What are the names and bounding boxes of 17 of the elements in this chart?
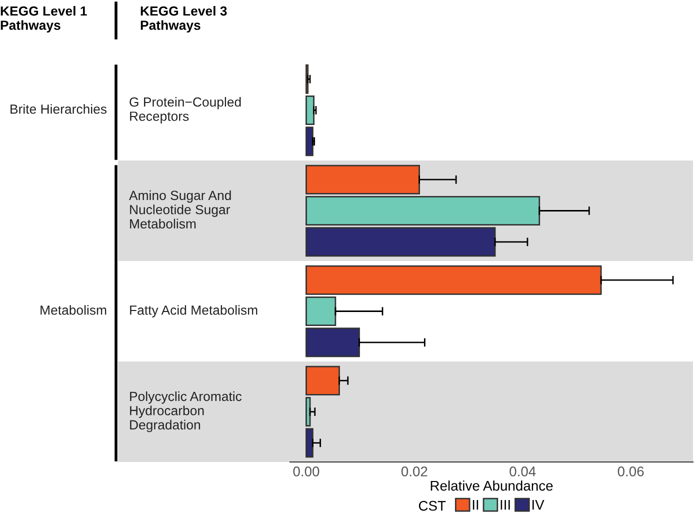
y-tick-label: G Protein−Coupled Receptors [130,96,241,124]
y-tick-label: Fatty Acid Metabolism [130,305,258,318]
legend-label: II [472,500,478,510]
y-tick-label: Polycyclic Aromatic Hydrocarbon Degradation [130,391,242,432]
x-tick-label: 0.00 [293,466,320,476]
x-axis-title: Relative Abundance [430,480,553,491]
x-tick-label: 0.02 [401,466,428,476]
legend-title: CST [418,500,446,511]
text: KEGG Level 3 Pathways [140,6,227,33]
text: Brite Hierarchies [10,104,107,114]
x-tick-label: 0.06 [618,466,644,476]
text: Metabolism [40,305,106,315]
legend-label: IV [532,500,544,510]
legend-label: III [500,500,510,510]
y-tick-label: Amino Sugar And Nucleotide Sugar Metabolism [129,190,231,229]
text: KEGG Level 1 Pathways [0,6,87,33]
x-tick-label: 0.04 [510,466,536,476]
